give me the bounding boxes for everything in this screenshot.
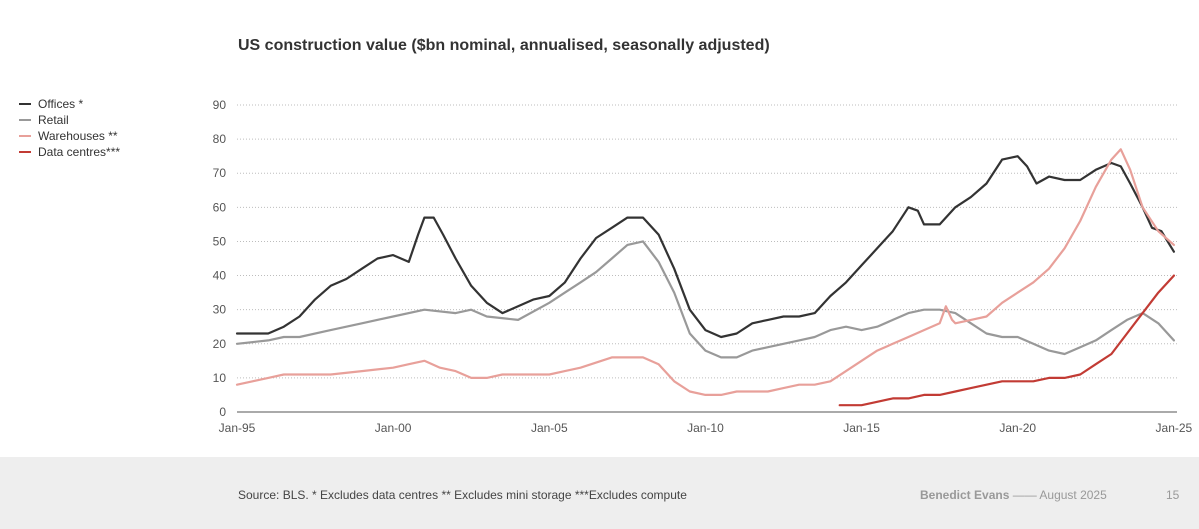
x-tick-label: Jan-10 [687, 421, 724, 435]
y-tick-label: 0 [219, 405, 226, 419]
legend-item: Warehouses ** [19, 128, 120, 144]
credit-separator: —— [1012, 488, 1037, 502]
legend-swatch [19, 103, 31, 105]
legend-item: Offices * [19, 96, 120, 112]
line-chart: 0 10 20 30 40 50 60 70 80 90 Jan-95 Jan-00 Jan-05 Jan… [213, 98, 1193, 435]
footer-bar: Source: BLS. * Excludes data centres ** … [0, 457, 1199, 529]
x-tick-label: Jan-20 [999, 421, 1036, 435]
legend-item: Data centres*** [19, 144, 120, 160]
legend-label: Warehouses ** [38, 129, 118, 143]
source-note: Source: BLS. * Excludes data centres ** … [238, 488, 687, 502]
publication-date: August 2025 [1039, 488, 1107, 502]
x-tick-label: Jan-25 [1156, 421, 1193, 435]
legend-label: Retail [38, 113, 69, 127]
y-tick-label: 20 [213, 337, 227, 351]
series-line [235, 148, 1175, 396]
page-number: 15 [1166, 488, 1180, 502]
legend-item: Retail [19, 112, 120, 128]
y-tick-label: 80 [213, 132, 227, 146]
legend-label: Data centres*** [38, 145, 121, 159]
y-tick-label: 30 [213, 303, 227, 317]
y-tick-label: 10 [213, 371, 227, 385]
series-line [235, 240, 1175, 359]
x-tick-label: Jan-00 [375, 421, 412, 435]
series-line [838, 274, 1175, 407]
x-tick-label: Jan-05 [531, 421, 568, 435]
x-tick-label: Jan-95 [219, 421, 256, 435]
legend-swatch [19, 119, 31, 121]
legend-label: Offices * [38, 97, 84, 111]
y-tick-label: 70 [213, 166, 227, 180]
series-line [235, 155, 1175, 339]
x-tick-label: Jan-15 [843, 421, 880, 435]
author-name: Benedict Evans [920, 488, 1010, 502]
chart-legend: Offices * Retail Warehouses ** Data centres… [19, 96, 120, 160]
y-tick-label: 60 [213, 200, 227, 214]
chart-title: US construction value ($bn nominal, annu… [238, 37, 770, 54]
author-credit: Benedict Evans —— August 2025 [920, 488, 1107, 502]
y-tick-label: 90 [213, 98, 227, 112]
y-tick-label: 40 [213, 269, 227, 283]
y-tick-label: 50 [213, 234, 227, 248]
legend-swatch [19, 135, 31, 137]
legend-swatch [19, 151, 31, 153]
